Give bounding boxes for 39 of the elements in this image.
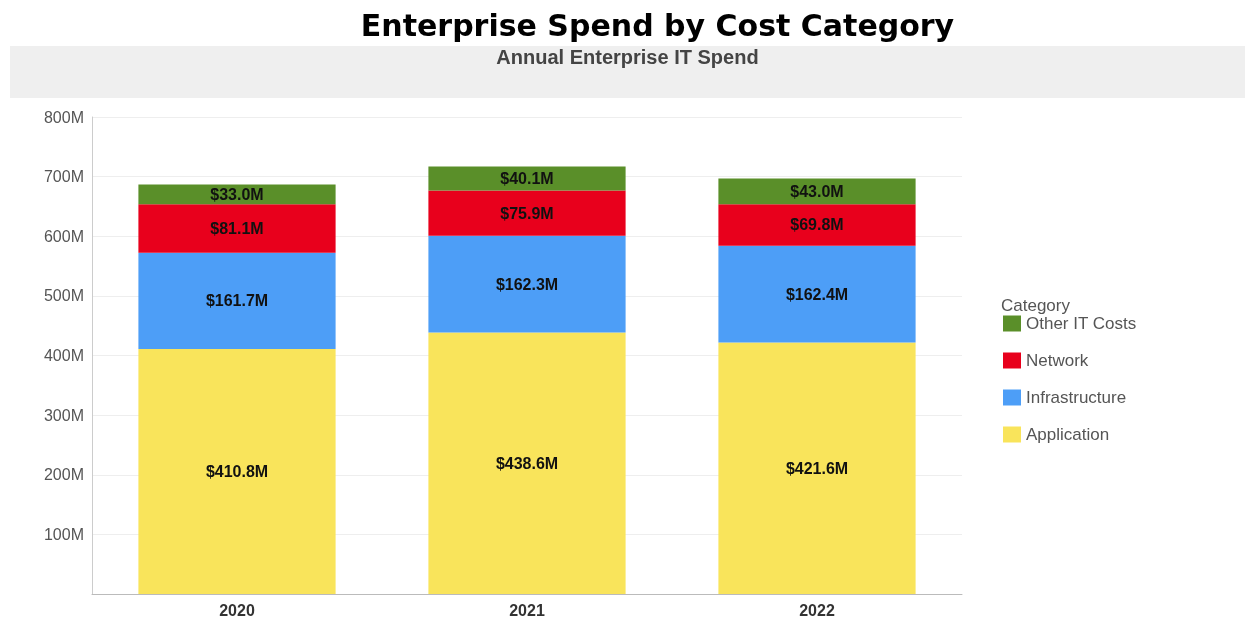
y-tick-label: 800M: [43, 108, 84, 126]
bar: [428, 190, 626, 236]
data-label: $43.0M: [790, 182, 844, 200]
data-label: $162.4M: [785, 285, 849, 303]
y-tick-label: 500M: [43, 287, 84, 305]
data-label: $40.1M: [500, 170, 554, 187]
data-label: $75.9M: [500, 204, 554, 222]
y-tick-label: 300M: [43, 406, 84, 424]
x-tick-label: 2022: [799, 601, 835, 618]
legend-label: Infrastructure: [1026, 388, 1127, 407]
data-label: $162.3M: [495, 275, 559, 293]
bar: [718, 342, 916, 594]
data-label: $410.8M: [205, 463, 269, 481]
legend-label: Application: [1026, 425, 1110, 444]
x-tick-label: 2020: [219, 601, 255, 618]
y-tick-label: 400M: [43, 347, 84, 364]
x-tick-label: 2021: [509, 601, 545, 618]
data-label: $421.6M: [785, 459, 849, 477]
bar: [718, 204, 916, 246]
y-tick-label: 100M: [43, 525, 84, 543]
bar: [138, 252, 336, 350]
bar: [138, 204, 336, 253]
data-label: $81.1M: [210, 219, 264, 237]
bar: [138, 349, 336, 594]
bar: [428, 332, 626, 594]
data-label: $161.7M: [205, 292, 269, 310]
legend-title: Category: [1001, 296, 1071, 315]
y-tick-label: 200M: [43, 466, 84, 484]
y-tick-label: 700M: [43, 168, 84, 186]
data-label: $438.6M: [495, 454, 559, 472]
bar: [428, 235, 626, 333]
data-label: $69.8M: [790, 216, 844, 234]
data-label: $33.0M: [210, 185, 264, 203]
bar: [718, 245, 916, 343]
legend-label: Network: [1026, 351, 1089, 370]
chart-subtitle: Annual Enterprise IT Spend: [10, 46, 1245, 98]
chart-title: Enterprise Spend by Cost Category: [359, 8, 956, 43]
legend-label: Other IT Costs: [1026, 314, 1137, 333]
y-tick-label: 600M: [43, 227, 84, 245]
